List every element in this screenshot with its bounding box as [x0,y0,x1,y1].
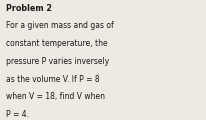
Text: constant temperature, the: constant temperature, the [6,39,107,48]
Text: For a given mass and gas of: For a given mass and gas of [6,21,114,30]
Text: Problem 2: Problem 2 [6,4,52,13]
Text: as the volume V. If P = 8: as the volume V. If P = 8 [6,75,99,84]
Text: when V = 18, find V when: when V = 18, find V when [6,92,105,101]
Text: P = 4.: P = 4. [6,110,29,119]
Text: pressure P varies inversely: pressure P varies inversely [6,57,109,66]
